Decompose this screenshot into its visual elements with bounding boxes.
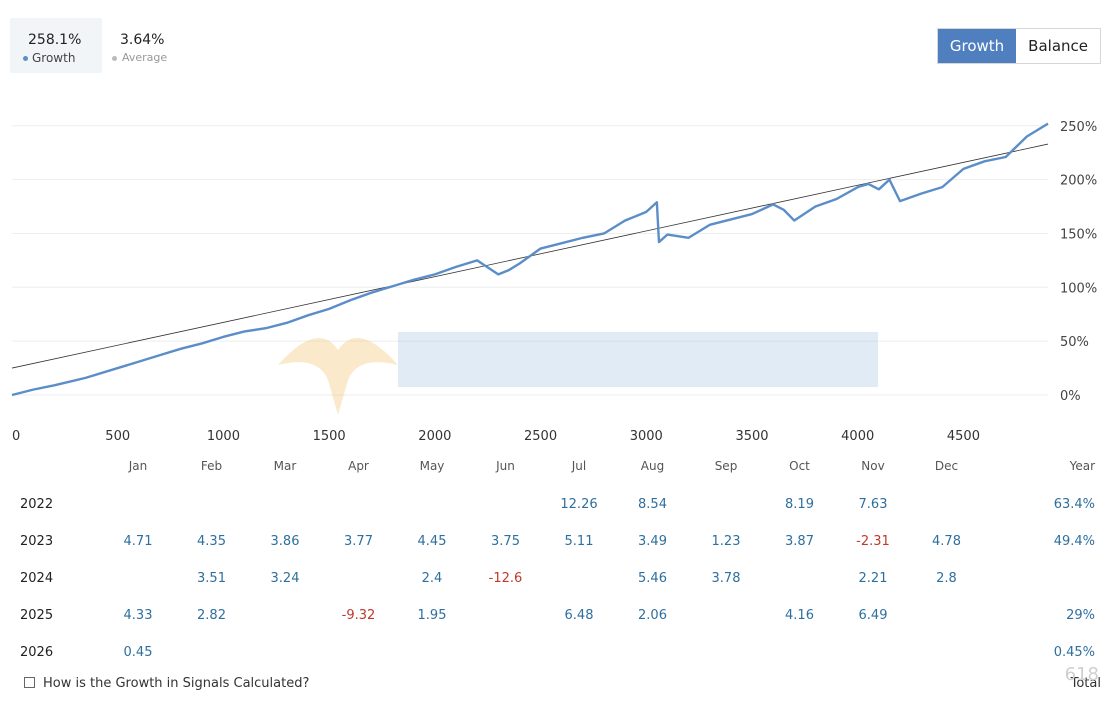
chart-mode-toggle: Growth Balance (936, 28, 1101, 64)
month-header: Mar (273, 459, 297, 473)
growth-stat: 258.1% Growth (10, 18, 102, 73)
x-tick-label: 2000 (418, 429, 451, 444)
year-total: 49.4% (1053, 534, 1095, 549)
y-tick-label: 50% (1060, 335, 1089, 350)
month-value: 3.78 (711, 571, 741, 586)
y-tick-label: 150% (1060, 227, 1097, 242)
month-value: 2.06 (638, 608, 667, 623)
month-value: 3.86 (270, 534, 300, 549)
month-value: 1.95 (417, 608, 447, 623)
growth-calc-link-text: How is the Growth in Signals Calculated? (43, 676, 310, 691)
growth-legend-dot (23, 56, 28, 61)
month-value: 3.75 (491, 534, 520, 549)
year-label: 2022 (20, 497, 54, 512)
month-value: 4.71 (123, 534, 153, 549)
growth-calc-link[interactable]: How is the Growth in Signals Calculated? (24, 676, 309, 691)
average-legend-dot (112, 56, 117, 61)
month-value: 4.78 (932, 534, 961, 549)
month-header: Oct (789, 459, 810, 473)
year-total: 0.45% (1053, 645, 1095, 660)
month-value: 4.35 (197, 534, 226, 549)
month-header: Feb (200, 459, 223, 473)
month-value: -2.31 (856, 534, 890, 549)
month-header: Jun (496, 459, 515, 473)
month-value: 3.87 (785, 534, 814, 549)
month-value: 5.46 (638, 571, 667, 586)
average-label: Average (122, 51, 168, 64)
month-value: 3.49 (638, 534, 667, 549)
month-value: 2.82 (197, 608, 226, 623)
month-value: 8.54 (638, 497, 667, 512)
y-tick-label: 100% (1060, 281, 1097, 296)
month-header: May (419, 459, 445, 473)
month-value: 7.63 (858, 497, 888, 512)
month-header: Dec (934, 459, 959, 473)
x-tick-label: 3500 (735, 429, 768, 444)
x-tick-label: 2500 (524, 429, 557, 444)
table-header-row: Jan Feb Mar Apr May Jun Jul Aug Sep Oct Nov Dec Year (0, 455, 1111, 491)
x-tick-label: 0 (12, 429, 20, 444)
year-label: 2023 (20, 534, 54, 549)
x-tick-label: 500 (105, 429, 130, 444)
month-header: Jan (128, 459, 148, 473)
month-value: -9.32 (341, 608, 376, 623)
x-tick-label: 1000 (207, 429, 240, 444)
year-label: 2024 (20, 571, 54, 586)
growth-toggle-button[interactable]: Growth (937, 29, 1017, 63)
month-value: 2.8 (936, 571, 957, 586)
month-value: 3.24 (270, 571, 300, 586)
year-label: 2025 (20, 608, 54, 623)
month-header: Aug (640, 459, 665, 473)
growth-chart: 0% 50% 100% 150% 200% 250% 0 500 1000 1500 2000 250… (11, 120, 1097, 444)
growth-series-line (11, 122, 1049, 397)
month-header: Nov (861, 459, 885, 473)
month-value: -12.6 (488, 571, 523, 586)
table-row: 2024 3.51 3.24 2.4 -12.6 5.46 3.78 2.21 2.8 (0, 565, 1111, 601)
year-total: 29% (1066, 608, 1095, 623)
x-tick-label: 4000 (841, 429, 874, 444)
x-tick-label: 4500 (947, 429, 980, 444)
month-value: 2.21 (858, 571, 888, 586)
month-value: 0.45 (123, 645, 153, 660)
year-total: 63.4% (1053, 497, 1095, 512)
table-row: 2022 12.26 8.54 8.19 7.63 63.4% (0, 491, 1111, 527)
month-value: 4.16 (785, 608, 814, 623)
y-tick-label: 250% (1060, 120, 1097, 135)
y-tick-label: 200% (1060, 174, 1097, 189)
month-value: 2.4 (421, 571, 443, 586)
growth-label: Growth (32, 51, 76, 65)
balance-toggle-button[interactable]: Balance (1016, 29, 1100, 63)
table-row: 2025 4.33 2.82 -9.32 1.95 6.48 2.06 4.16 6.49 29% (0, 602, 1111, 638)
month-header: Jul (571, 459, 587, 473)
total-label: Total (1070, 676, 1101, 691)
table-row: 2026 0.45 0.45% (0, 639, 1111, 675)
year-total-header: Year (1069, 459, 1095, 473)
month-value: 5.11 (564, 534, 594, 549)
month-value: 4.45 (417, 534, 447, 549)
year-label: 2026 (20, 645, 54, 660)
y-tick-label: 0% (1060, 389, 1081, 404)
growth-value: 258.1% (28, 32, 82, 48)
x-tick-label: 3000 (630, 429, 663, 444)
month-header: Apr (348, 459, 369, 473)
month-value: 8.19 (785, 497, 814, 512)
corner-watermark: 618 (1064, 664, 1099, 685)
month-value: 12.26 (560, 497, 598, 512)
month-value: 4.33 (123, 608, 153, 623)
table-row: 2023 4.71 4.35 3.86 3.77 4.45 3.75 5.11 3.49 1.23… (0, 528, 1111, 564)
month-value: 1.23 (711, 534, 741, 549)
month-value: 6.49 (858, 608, 888, 623)
average-value: 3.64% (120, 32, 165, 48)
average-stat: 3.64% Average (112, 18, 202, 73)
info-icon (24, 677, 35, 688)
month-value: 3.77 (344, 534, 373, 549)
month-header: Sep (714, 459, 738, 473)
month-value: 3.51 (197, 571, 226, 586)
month-value: 6.48 (564, 608, 594, 623)
x-tick-label: 1500 (313, 429, 346, 444)
